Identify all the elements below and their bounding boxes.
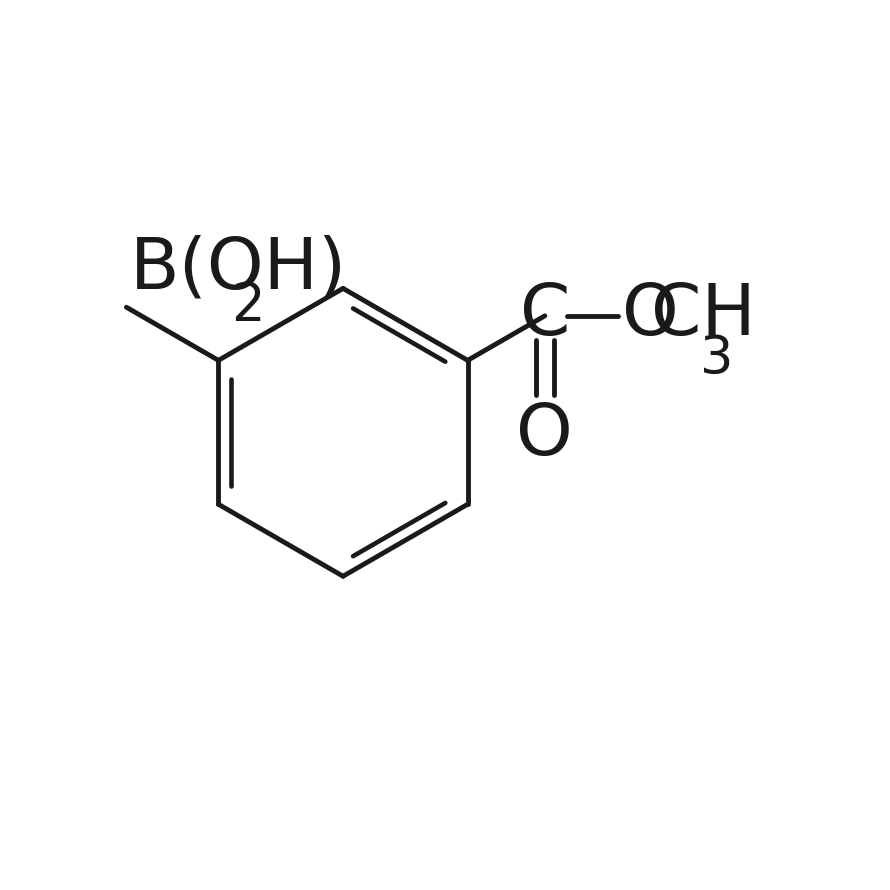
Text: 2: 2	[231, 279, 265, 332]
Text: B(OH): B(OH)	[130, 235, 347, 303]
Text: C: C	[520, 281, 570, 351]
Text: O: O	[621, 281, 678, 351]
Text: 3: 3	[700, 333, 734, 385]
Text: O: O	[516, 401, 573, 471]
Text: CH: CH	[651, 281, 756, 351]
